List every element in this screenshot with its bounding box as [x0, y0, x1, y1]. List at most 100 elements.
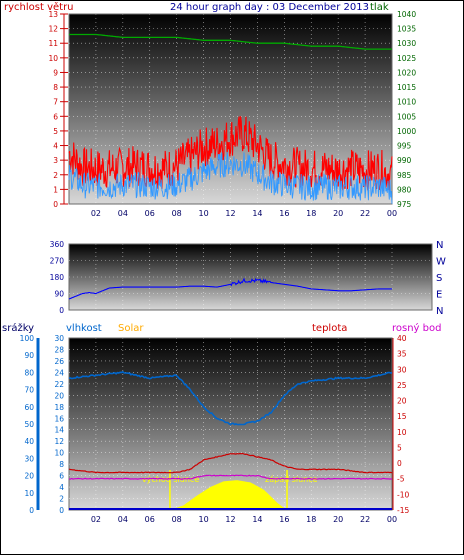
humidity-y-tick-9: 18 — [54, 403, 64, 412]
temp-y-tick-6: 15 — [397, 412, 407, 421]
wind-y-tick-9: 9 — [53, 68, 58, 77]
precip-y-tick-0: 0 — [29, 506, 34, 515]
compass-label-2: S — [436, 273, 442, 284]
wind-y-tick-6: 6 — [53, 112, 58, 121]
temp-y-tick-8: 25 — [397, 381, 407, 390]
wind-panel-x-tick-4: 10 — [198, 209, 208, 218]
thermo-panel-x-tick-6: 14 — [252, 515, 262, 524]
humidity-y-tick-13: 26 — [54, 357, 64, 366]
pressure-y-tick-4: 995 — [397, 142, 412, 151]
series-direction — [68, 277, 392, 300]
thermo-panel-x-tick-3: 08 — [172, 515, 182, 524]
humidity-y-tick-7: 14 — [54, 426, 64, 435]
humidity-y-tick-3: 6 — [59, 472, 64, 481]
wind-y-tick-0: 0 — [53, 200, 58, 209]
humidity-y-tick-6: 12 — [54, 437, 64, 446]
pressure-y-tick-11: 1030 — [397, 39, 416, 48]
thermo-panel-x-tick-9: 20 — [333, 515, 343, 524]
humidity-y-tick-14: 28 — [54, 345, 64, 354]
thermo-panel-x-tick-7: 16 — [279, 515, 289, 524]
temp-axis-label: teplota — [312, 323, 347, 334]
temp-y-tick-0: -15 — [397, 506, 409, 515]
wind-y-tick-1: 1 — [53, 185, 58, 194]
sunset-label: západ slunce — [265, 475, 318, 484]
temp-y-tick-5: 10 — [397, 428, 407, 437]
wind-y-tick-5: 5 — [53, 127, 58, 136]
chart-title: 24 hour graph day : 03 December 2013 — [170, 2, 369, 13]
pressure-y-tick-10: 1025 — [397, 54, 416, 63]
wind-y-tick-13: 13 — [48, 10, 58, 19]
temp-y-tick-1: -10 — [397, 490, 409, 499]
thermo-panel-x-tick-0: 02 — [91, 515, 101, 524]
direction-y-tick-3: 270 — [50, 257, 65, 266]
solar-axis-label: Solar — [118, 323, 144, 334]
pressure-y-tick-2: 985 — [397, 171, 412, 180]
wind-panel-x-tick-11: 00 — [387, 209, 397, 218]
wind-y-tick-4: 4 — [53, 142, 58, 151]
dew-axis-label: rosný bod — [392, 322, 441, 334]
humidity-y-tick-10: 20 — [54, 391, 64, 400]
series-humidity — [68, 370, 392, 426]
temp-y-tick-3: 0 — [397, 459, 402, 468]
wind-panel-x-tick-2: 06 — [145, 209, 155, 218]
compass-label-0: N — [436, 240, 443, 251]
compass-label-3: E — [436, 290, 442, 301]
precip-y-tick-10: 100 — [20, 334, 35, 343]
precip-y-tick-7: 70 — [24, 386, 34, 395]
pressure-y-tick-9: 1020 — [397, 68, 416, 77]
compass-label-1: W — [436, 257, 446, 268]
humidity-y-tick-11: 22 — [54, 380, 64, 389]
wind-panel-x-tick-0: 02 — [91, 209, 101, 218]
precip-y-tick-9: 90 — [24, 351, 34, 360]
humidity-y-tick-0: 0 — [59, 506, 64, 515]
temp-y-tick-11: 40 — [397, 334, 407, 343]
temp-y-tick-4: 5 — [397, 443, 402, 452]
thermo-panel-x-tick-11: 00 — [387, 515, 397, 524]
wind-panel-x-tick-8: 18 — [306, 209, 316, 218]
humidity-y-tick-8: 16 — [54, 414, 64, 423]
wind-panel-x-tick-9: 20 — [333, 209, 343, 218]
wind-panel-x-tick-10: 22 — [360, 209, 370, 218]
pressure-y-tick-6: 1005 — [397, 112, 416, 121]
humidity-y-tick-2: 4 — [59, 483, 64, 492]
temp-y-tick-9: 30 — [397, 365, 407, 374]
direction-y-tick-2: 180 — [50, 273, 65, 282]
wind-axis-label: rychlost větru — [4, 1, 74, 13]
wind-y-tick-3: 3 — [53, 156, 58, 165]
precip-y-tick-1: 10 — [24, 489, 34, 498]
humidity-axis-label: vlhkost — [66, 323, 102, 334]
direction-y-tick-0: 0 — [59, 306, 64, 315]
series-temp — [68, 452, 393, 474]
precip-y-tick-2: 20 — [24, 472, 34, 481]
thermo-panel-x-tick-10: 22 — [360, 515, 370, 524]
precip-y-tick-6: 60 — [24, 403, 34, 412]
thermo-panel-x-tick-2: 06 — [145, 515, 155, 524]
precip-y-tick-8: 80 — [24, 368, 34, 377]
pressure-y-tick-7: 1010 — [397, 98, 416, 107]
wind-panel-x-tick-1: 04 — [118, 209, 128, 218]
wind-y-tick-11: 11 — [48, 39, 58, 48]
thermo-panel-x-tick-4: 10 — [198, 515, 208, 524]
wind-y-tick-12: 12 — [48, 25, 58, 34]
pressure-y-tick-1: 980 — [397, 185, 412, 194]
humidity-y-tick-15: 30 — [54, 334, 64, 343]
compass-label-4: N — [436, 306, 443, 317]
series-wind — [68, 151, 393, 204]
pressure-y-tick-12: 1035 — [397, 25, 416, 34]
direction-y-tick-4: 360 — [50, 240, 65, 249]
humidity-y-tick-4: 8 — [59, 460, 64, 469]
humidity-y-tick-1: 2 — [59, 495, 64, 504]
thermo-panel-x-tick-5: 12 — [225, 515, 235, 524]
temp-y-tick-2: -5 — [397, 475, 405, 484]
humidity-y-tick-5: 10 — [54, 449, 64, 458]
precip-axis-label: srážky — [2, 322, 34, 334]
wind-y-tick-2: 2 — [53, 171, 58, 180]
series-gust — [68, 116, 393, 193]
pressure-axis-label: tlak — [370, 2, 389, 13]
sunrise-label: východ slunce — [142, 475, 199, 484]
humidity-y-tick-12: 24 — [54, 368, 64, 377]
wind-panel-x-tick-6: 14 — [252, 209, 262, 218]
pressure-y-tick-13: 1040 — [397, 10, 416, 19]
